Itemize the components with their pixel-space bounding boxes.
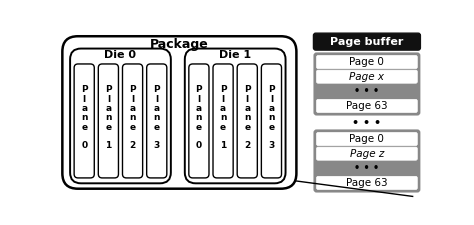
Text: P
l
a
n
e

3: P l a n e 3 [268, 85, 275, 150]
Text: P
l
a
n
e

0: P l a n e 0 [81, 85, 88, 150]
FancyBboxPatch shape [261, 64, 282, 178]
Text: P
l
a
n
e

1: P l a n e 1 [220, 85, 227, 150]
FancyBboxPatch shape [317, 70, 417, 83]
Text: Package: Package [150, 38, 209, 51]
FancyBboxPatch shape [317, 147, 417, 160]
FancyBboxPatch shape [317, 176, 417, 189]
FancyBboxPatch shape [317, 99, 417, 112]
FancyBboxPatch shape [185, 49, 285, 183]
Text: • • •: • • • [352, 118, 382, 128]
FancyBboxPatch shape [317, 133, 417, 146]
Text: Die 1: Die 1 [219, 50, 251, 60]
FancyBboxPatch shape [313, 33, 420, 50]
FancyBboxPatch shape [317, 56, 417, 69]
FancyBboxPatch shape [189, 64, 209, 178]
Text: Page 0: Page 0 [349, 57, 384, 67]
FancyBboxPatch shape [63, 36, 296, 189]
FancyBboxPatch shape [74, 64, 94, 178]
FancyBboxPatch shape [237, 64, 257, 178]
Text: Page 63: Page 63 [346, 101, 388, 111]
Text: Page 0: Page 0 [349, 134, 384, 144]
Text: Page z: Page z [350, 149, 384, 159]
FancyBboxPatch shape [122, 64, 143, 178]
Text: P
l
a
n
e

2: P l a n e 2 [129, 85, 136, 150]
FancyBboxPatch shape [313, 52, 420, 116]
Text: Page buffer: Page buffer [330, 37, 404, 47]
FancyBboxPatch shape [213, 64, 233, 178]
FancyBboxPatch shape [70, 49, 171, 183]
Text: Die 0: Die 0 [104, 50, 137, 60]
Text: P
l
a
n
e

2: P l a n e 2 [244, 85, 251, 150]
Text: P
l
a
n
e

0: P l a n e 0 [196, 85, 202, 150]
Text: P
l
a
n
e

3: P l a n e 3 [154, 85, 160, 150]
Text: Page 63: Page 63 [346, 178, 388, 188]
FancyBboxPatch shape [98, 64, 118, 178]
Text: • • •: • • • [355, 86, 380, 96]
Text: • • •: • • • [355, 163, 380, 173]
FancyBboxPatch shape [313, 129, 420, 193]
Text: Page x: Page x [349, 72, 384, 82]
Text: P
l
a
n
e

1: P l a n e 1 [105, 85, 112, 150]
FancyBboxPatch shape [146, 64, 167, 178]
